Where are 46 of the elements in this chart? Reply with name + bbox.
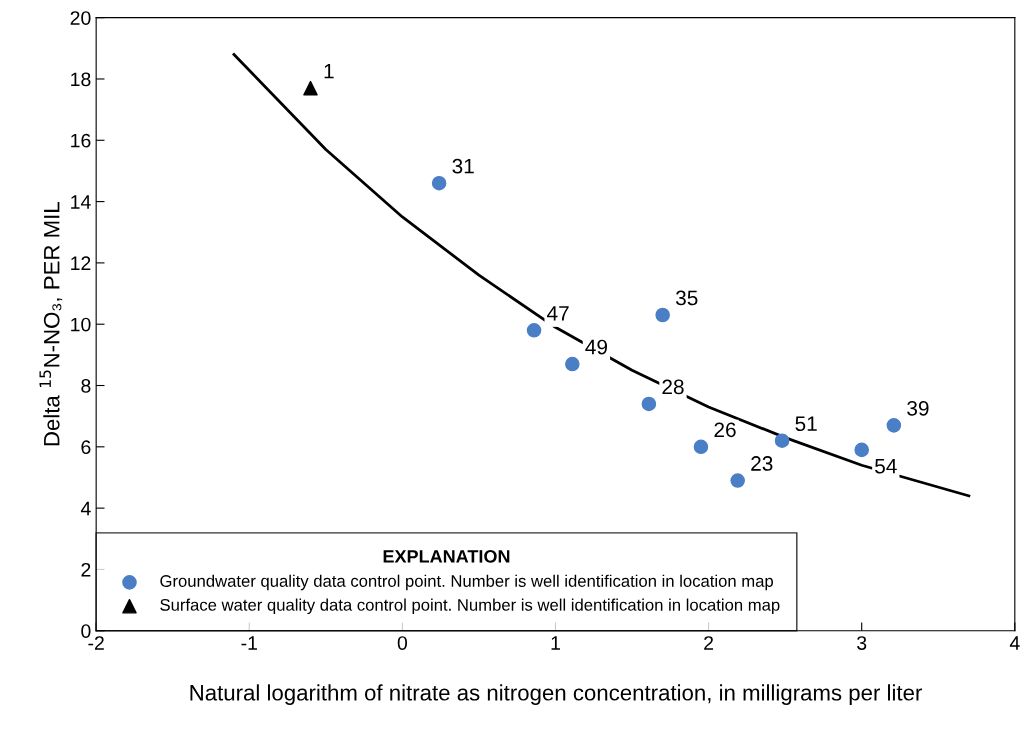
annotation: 35: [675, 290, 698, 306]
y-tick-label: 2: [81, 562, 91, 577]
x-tick-label: 1: [551, 636, 560, 650]
annotation: 51: [795, 416, 817, 432]
y-tick-label: 8: [81, 378, 91, 393]
line-series: [232, 53, 971, 498]
y-tick-label: 4: [80, 501, 91, 516]
point: [526, 323, 542, 338]
legend-label: Groundwater quality data control point. Number is well identification in location map: [160, 574, 774, 591]
y-tick-label: 6: [81, 440, 91, 455]
x-tick-label: 4: [1009, 636, 1020, 650]
x-tick-label: 0: [397, 636, 408, 650]
point: [303, 80, 318, 96]
legend-label: Surface water quality data control point. Number is well identification in location map: [160, 598, 780, 615]
point: [431, 175, 447, 191]
annotation: 49: [585, 339, 608, 355]
x-axis-title: Natural logarithm of nitrate as nitrogen concentration, in milligrams per liter: [190, 684, 922, 706]
y-tick-label: 10: [71, 317, 91, 332]
point: [693, 439, 709, 455]
y-tick-label: 16: [71, 133, 91, 148]
annotation: 28: [662, 379, 684, 395]
y-tick-label: 12: [71, 256, 91, 270]
point: [655, 307, 670, 323]
y-tick-label: 0: [81, 624, 91, 638]
x-tick-label: 2: [704, 636, 714, 650]
annotation: 54: [875, 458, 897, 474]
annotation: 1: [324, 63, 334, 79]
annotation: 47: [547, 306, 569, 321]
y-tick-label: 14: [71, 195, 91, 209]
point: [886, 418, 902, 433]
x-tick-label: 3: [857, 636, 867, 650]
point: [641, 396, 657, 412]
point: [730, 473, 745, 488]
annotation: 26: [714, 422, 736, 438]
annotation: 31: [452, 158, 474, 174]
point: [774, 433, 790, 448]
point: [854, 442, 869, 458]
y-tick-label: 18: [71, 72, 91, 87]
x-tick-label: -2: [88, 636, 104, 650]
x-tick-label: -1: [241, 636, 257, 650]
annotation: 39: [907, 400, 929, 416]
annotation: 23: [751, 456, 773, 471]
point: [565, 356, 580, 372]
y-axis-title: Delta $^{15}$N-NO₃, PER MIL: [39, 202, 63, 446]
y-tick-label: 20: [70, 11, 91, 25]
legend-title: EXPLANATION: [383, 549, 510, 563]
